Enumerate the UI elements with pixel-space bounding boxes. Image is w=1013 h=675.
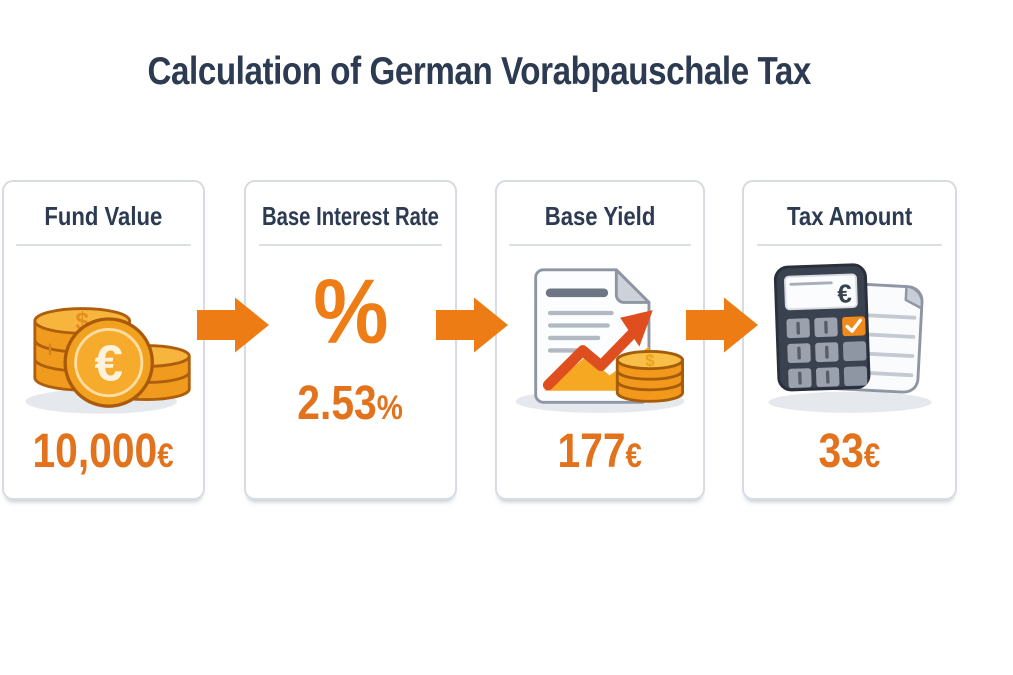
card-icon-area: $ $ € (4, 246, 203, 428)
card-divider (258, 243, 443, 246)
percent-icon: % (312, 261, 389, 364)
card-title: Fund Value (44, 201, 163, 231)
card-title: Tax Amount (786, 201, 913, 231)
card-value: 177€ (557, 425, 643, 478)
card-value: 33€ (818, 425, 881, 478)
card-title: Base Yield (544, 201, 656, 231)
card-divider (15, 243, 192, 246)
card-divider (509, 243, 691, 246)
card-fund-value: Fund Value $ $ (2, 180, 205, 500)
arrow-right-icon (197, 297, 269, 353)
dollar-symbol: $ (645, 352, 654, 370)
card-value: 10,000€ (32, 425, 175, 478)
euro-symbol: € (94, 334, 122, 391)
euro-coins-stack-icon: $ $ € (24, 306, 191, 414)
arrow-right-icon (436, 297, 508, 353)
arrow-right-icon (686, 297, 758, 353)
card-value: 2.53% (297, 377, 404, 430)
euro-symbol: € (836, 280, 851, 308)
calculator: € (773, 263, 870, 392)
card-divider (756, 243, 943, 246)
card-tax-amount: Tax Amount ♥ (742, 180, 957, 500)
page-title: Calculation of German Vorabpauschale Tax (147, 50, 811, 93)
calculator-receipt-icon: ♥ € (767, 263, 932, 413)
growth-document-coins-icon: $ (515, 268, 685, 413)
card-base-yield: Base Yield $ (495, 180, 705, 500)
card-icon-area: $ (497, 246, 703, 428)
check-icon (844, 318, 862, 333)
card-base-interest-rate: Base Interest Rate % 2.53% (244, 180, 457, 500)
card-icon-area: ♥ € (744, 246, 955, 428)
card-title: Base Interest Rate (262, 201, 439, 231)
card-icon-area: % (246, 246, 455, 380)
